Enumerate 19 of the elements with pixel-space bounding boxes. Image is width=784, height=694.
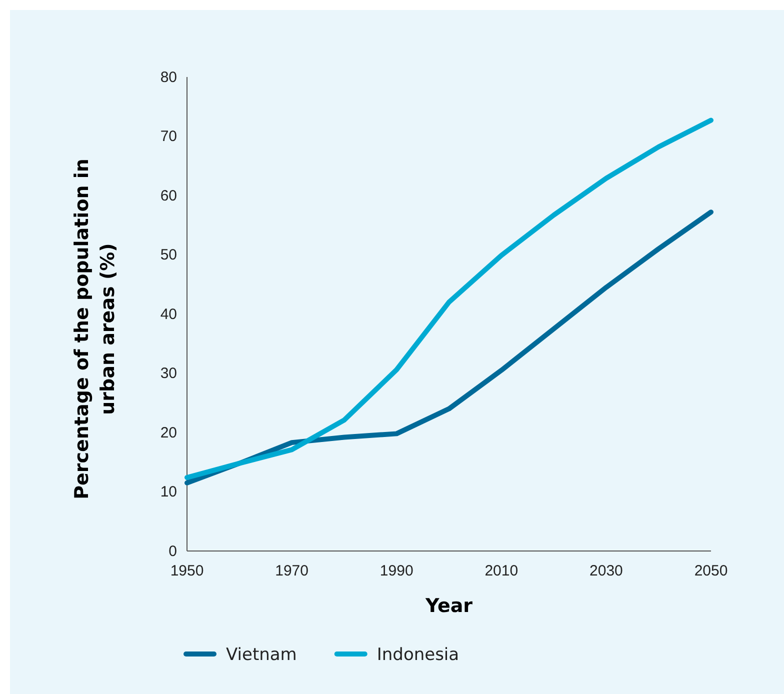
y-tick-label: 70 bbox=[160, 128, 177, 146]
legend-label: Vietnam bbox=[226, 645, 297, 665]
x-axis-title: Year bbox=[424, 595, 474, 617]
y-tick-label: 20 bbox=[160, 424, 177, 442]
y-tick-label: 50 bbox=[160, 246, 177, 264]
y-tick-label: 40 bbox=[160, 306, 177, 323]
x-tick-label: 1950 bbox=[170, 562, 204, 580]
y-tick-label: 80 bbox=[160, 68, 177, 86]
legend-label: Indonesia bbox=[376, 645, 460, 665]
y-tick-label: 0 bbox=[168, 542, 177, 560]
y-tick-label: 10 bbox=[160, 484, 177, 501]
y-tick-label: 30 bbox=[160, 365, 177, 382]
y-tick-label: 60 bbox=[160, 187, 177, 204]
x-tick-label: 2050 bbox=[694, 562, 728, 580]
x-tick-label: 2030 bbox=[590, 562, 623, 580]
x-tick-label: 1990 bbox=[380, 562, 414, 580]
y-axis-title: Percentage of the population in urban areas (%) bbox=[71, 158, 119, 500]
x-tick-label: 1970 bbox=[275, 562, 308, 580]
x-tick-label: 2010 bbox=[484, 562, 518, 580]
